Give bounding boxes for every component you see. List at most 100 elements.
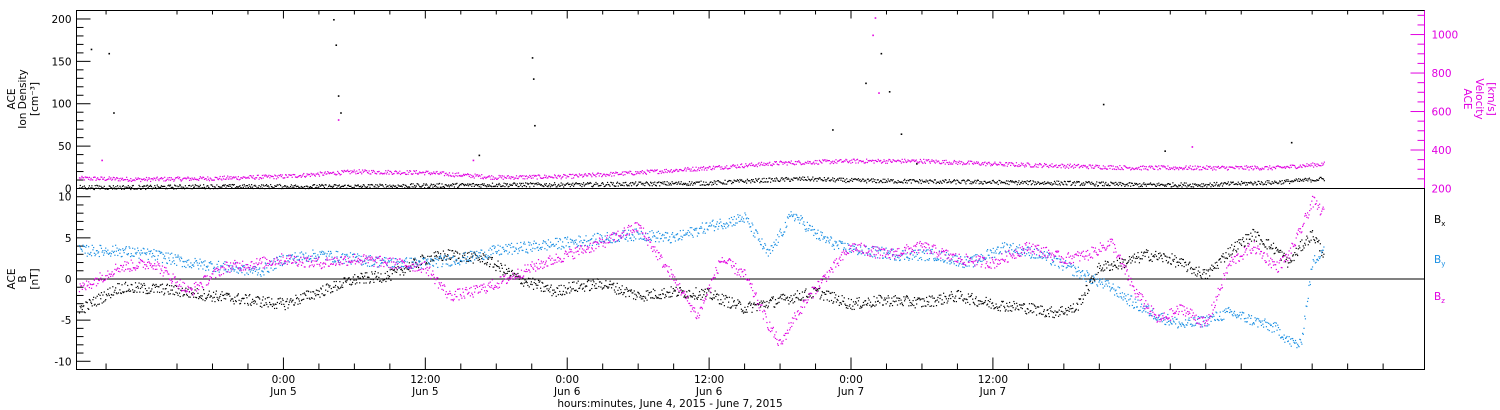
velocity-point — [839, 159, 841, 161]
bx-point — [747, 306, 749, 308]
velocity-point — [404, 172, 406, 174]
density-point — [289, 186, 292, 188]
bx-point — [789, 301, 791, 303]
density-point — [426, 184, 428, 186]
bx-point — [1297, 248, 1299, 250]
velocity-point — [733, 165, 735, 167]
density-point — [337, 185, 340, 187]
bx-point — [404, 271, 406, 274]
density-point — [1252, 184, 1254, 186]
density-point — [361, 187, 363, 189]
bx-point — [1193, 272, 1195, 274]
density-point — [846, 180, 849, 183]
bx-point — [130, 283, 132, 286]
bx-point — [559, 290, 561, 293]
bx-point — [354, 283, 357, 285]
bx-point — [202, 299, 204, 301]
velocity-point — [1115, 166, 1117, 168]
density-point — [231, 186, 233, 189]
velocity-point — [1194, 165, 1196, 167]
velocity-point — [409, 170, 412, 172]
by-point — [137, 249, 139, 252]
density-point — [116, 185, 119, 187]
density-point — [1143, 182, 1145, 184]
bx-point — [830, 292, 832, 295]
by-point — [100, 244, 102, 247]
bx-point — [221, 291, 223, 293]
density-point — [461, 183, 463, 185]
density-point — [1260, 181, 1263, 183]
bx-point — [650, 291, 652, 293]
bx-point — [486, 264, 488, 266]
density-point — [1244, 181, 1246, 183]
density-point — [789, 180, 792, 182]
velocity-point — [691, 170, 693, 172]
density-point — [174, 185, 177, 187]
density-point — [1211, 183, 1213, 186]
density-point — [546, 185, 548, 187]
velocity-point — [166, 178, 168, 180]
bx-point — [229, 300, 232, 302]
velocity-point — [1065, 165, 1067, 167]
density-point — [178, 185, 180, 188]
density-point — [1062, 183, 1064, 185]
bx-point — [796, 296, 798, 299]
velocity-point — [427, 170, 429, 172]
bx-point — [730, 306, 733, 308]
velocity-point — [237, 176, 239, 178]
bx-point — [764, 301, 766, 303]
bx-point — [145, 292, 147, 295]
bx-point — [524, 279, 526, 281]
velocity-point — [630, 170, 632, 173]
velocity-point — [1055, 164, 1057, 166]
velocity-point — [927, 159, 929, 161]
velocity-point — [473, 177, 475, 179]
bx-point — [493, 266, 495, 268]
density-point — [572, 182, 574, 184]
bx-point — [870, 306, 872, 308]
velocity-point — [920, 160, 922, 162]
density-point — [1212, 185, 1215, 187]
by-point — [134, 248, 136, 250]
bx-point — [706, 288, 708, 290]
bx-point — [301, 299, 303, 301]
density-point — [705, 181, 707, 183]
velocity-point — [515, 177, 517, 179]
velocity-point — [615, 171, 617, 173]
density-point — [796, 177, 798, 179]
density-point — [960, 182, 962, 184]
bx-point — [198, 296, 200, 298]
bx-point — [908, 299, 911, 301]
density-point — [385, 183, 387, 186]
velocity-point — [507, 175, 509, 177]
velocity-point — [238, 179, 240, 181]
velocity-point — [846, 159, 848, 161]
bx-point — [1173, 258, 1175, 261]
velocity-point — [1226, 166, 1228, 168]
velocity-point — [485, 177, 487, 180]
density-point — [746, 178, 749, 180]
bx-point — [222, 294, 224, 296]
density-point — [354, 184, 356, 186]
density-point — [859, 178, 861, 181]
bx-point — [629, 289, 631, 291]
density-point — [386, 185, 388, 187]
bx-point — [752, 303, 755, 305]
bx-point — [415, 266, 418, 268]
density-point — [325, 184, 327, 186]
density-point — [852, 178, 854, 181]
bx-point — [694, 295, 696, 297]
velocity-point — [569, 173, 571, 176]
density-point — [188, 184, 191, 187]
velocity-point — [972, 163, 975, 165]
bx-point — [1121, 258, 1123, 260]
velocity-point — [941, 162, 943, 164]
density-point — [457, 186, 459, 189]
velocity-point — [501, 175, 504, 177]
density-point — [810, 179, 812, 181]
density-point — [1173, 184, 1176, 186]
density-point — [116, 188, 118, 190]
density-point — [1315, 180, 1317, 182]
velocity-point — [183, 177, 185, 179]
density-point — [672, 182, 674, 185]
